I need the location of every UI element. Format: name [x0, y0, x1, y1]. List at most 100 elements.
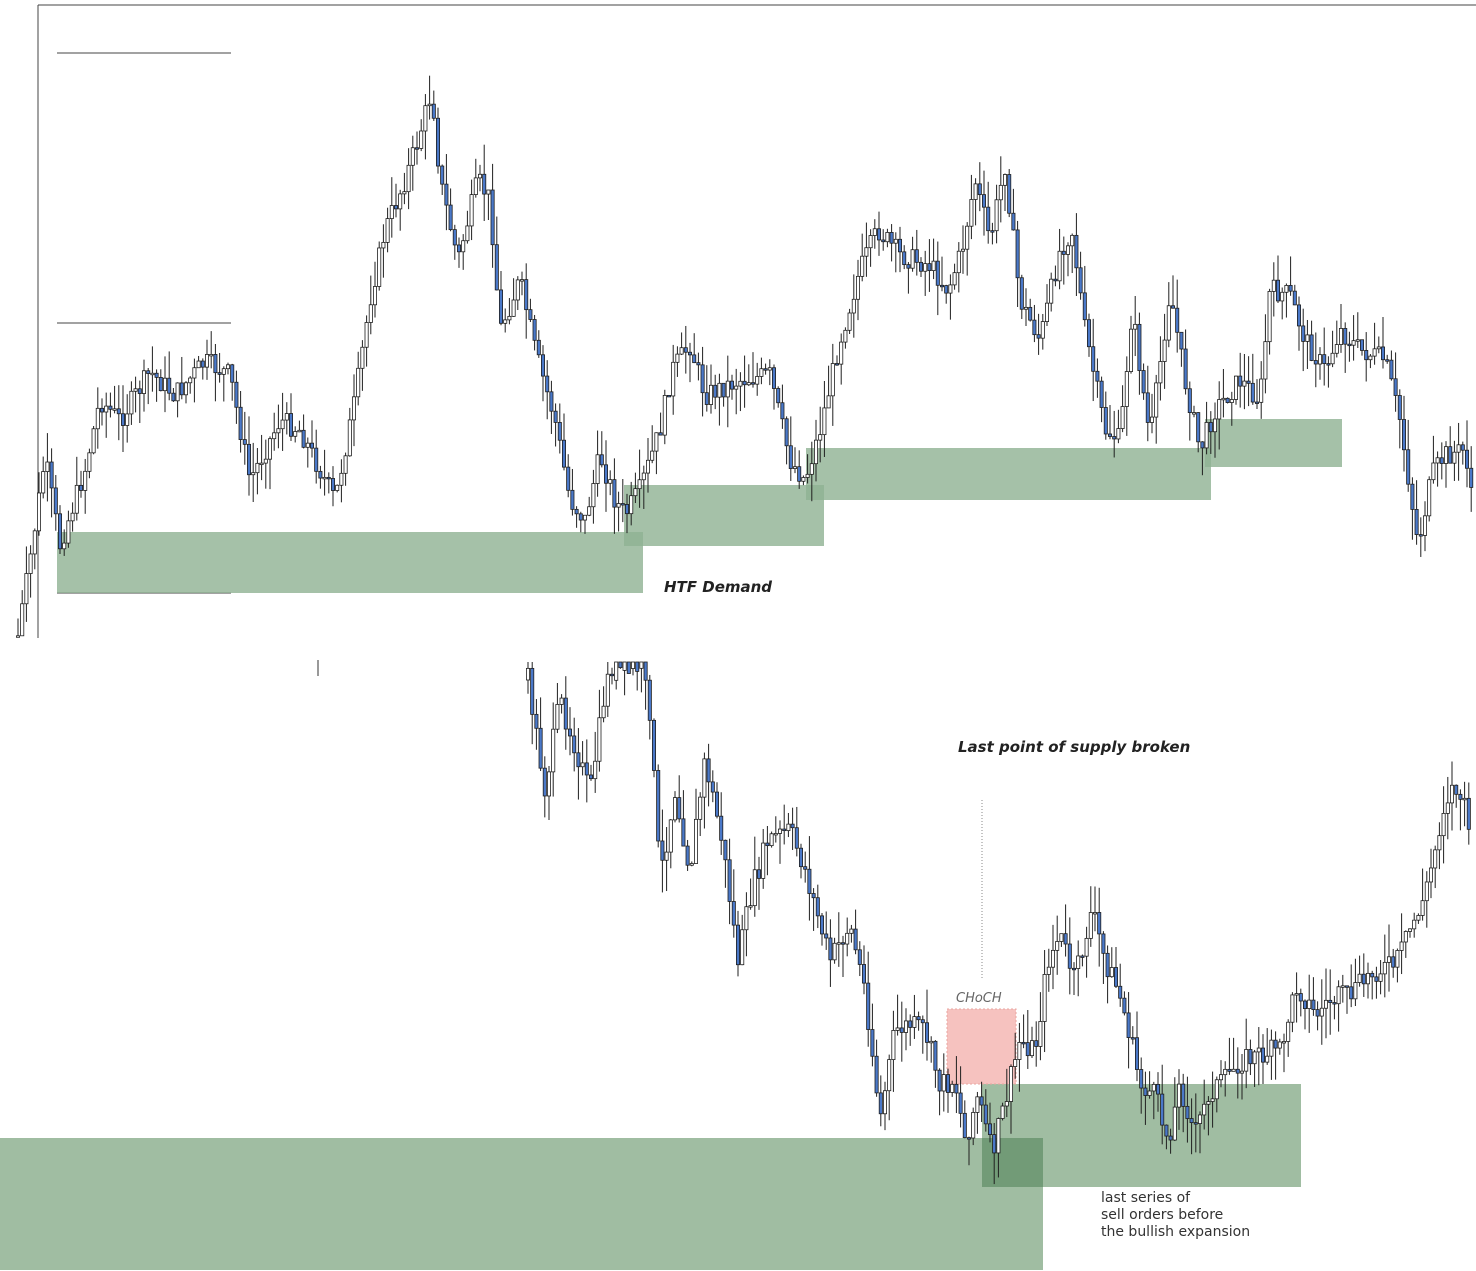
bullish-candle [1129, 328, 1134, 372]
bearish-candle [414, 147, 419, 150]
bearish-candle [1292, 290, 1297, 306]
bearish-candle [811, 893, 816, 899]
bullish-candle [15, 635, 20, 638]
bearish-candle [1143, 1087, 1148, 1096]
bullish-candle [360, 346, 365, 369]
bullish-candle [1040, 321, 1045, 339]
bearish-candle [925, 1022, 930, 1043]
bullish-candle [1267, 291, 1272, 343]
bearish-candle [1250, 382, 1255, 403]
bearish-candle [1181, 1083, 1186, 1107]
bullish-candle [1305, 334, 1310, 342]
bearish-candle [656, 770, 661, 842]
bearish-candle [1391, 956, 1396, 968]
bearish-candle [1370, 972, 1375, 978]
bullish-candle [1150, 416, 1155, 423]
bearish-candle [1381, 346, 1386, 361]
bearish-candle [1053, 278, 1058, 282]
bullish-candle [1252, 1051, 1257, 1065]
bearish-candle [1303, 1000, 1308, 1009]
bullish-candle [1055, 941, 1060, 951]
bearish-candle [1082, 292, 1087, 321]
bullish-candle [461, 240, 466, 253]
bearish-candle [803, 866, 808, 870]
bullish-candle [941, 1074, 946, 1092]
bullish-candle [740, 929, 745, 966]
bullish-candle [948, 284, 953, 294]
bullish-candle [520, 279, 525, 282]
bullish-candle [1319, 1007, 1324, 1017]
bearish-candle [794, 827, 799, 849]
bullish-candle [368, 304, 373, 323]
bullish-candle [860, 255, 865, 277]
bullish-candle [204, 354, 209, 368]
bullish-candle [654, 432, 659, 452]
bearish-candle [1448, 446, 1453, 464]
bearish-candle [452, 229, 457, 246]
bullish-candle [805, 473, 810, 478]
bullish-candle [1240, 1070, 1245, 1074]
bullish-candle [965, 225, 970, 250]
bullish-candle [1147, 1090, 1152, 1096]
bearish-candle [541, 354, 546, 377]
bearish-candle [1114, 967, 1119, 987]
bearish-candle [983, 1104, 988, 1125]
bullish-candle [297, 429, 302, 433]
bullish-candle [1269, 1039, 1274, 1057]
bearish-candle [1196, 412, 1201, 443]
bullish-candle [1456, 444, 1461, 453]
bearish-candle [736, 924, 741, 966]
bullish-candle [259, 462, 264, 466]
bullish-candle [1420, 900, 1425, 916]
bearish-candle [1315, 1009, 1320, 1017]
bullish-candle [410, 147, 415, 166]
bearish-candle [431, 103, 436, 119]
bearish-candle [1078, 267, 1083, 294]
bullish-candle [515, 279, 520, 301]
bearish-candle [1326, 363, 1331, 366]
bearish-candle [530, 667, 535, 715]
demand-zone-3 [806, 448, 1211, 500]
bearish-candle [238, 406, 243, 440]
bearish-candle [765, 842, 770, 847]
bullish-candle [28, 553, 33, 574]
bullish-candle [1046, 966, 1051, 975]
bearish-candle [685, 845, 690, 866]
bullish-candle [801, 477, 806, 482]
bearish-candle [528, 309, 533, 320]
bullish-candle [1336, 986, 1341, 1005]
bearish-candle [1032, 319, 1037, 336]
bearish-candle [1345, 985, 1350, 988]
bullish-candle [469, 194, 474, 227]
bearish-candle [1374, 976, 1379, 982]
bearish-candle [776, 388, 781, 404]
bullish-candle [1284, 285, 1289, 293]
bearish-candle [1061, 250, 1066, 255]
bearish-candle [881, 239, 886, 243]
bullish-candle [507, 315, 512, 321]
bullish-candle [1334, 344, 1339, 354]
bearish-candle [1313, 360, 1318, 365]
bearish-candle [326, 476, 331, 480]
bearish-candle [456, 244, 461, 253]
bearish-candle [589, 774, 594, 780]
bullish-candle [70, 512, 75, 522]
bullish-candle [1437, 835, 1442, 851]
bullish-candle [868, 235, 873, 249]
bearish-candle [683, 347, 688, 353]
bearish-candle [532, 319, 537, 341]
bullish-candle [767, 367, 772, 371]
bearish-candle [620, 503, 625, 506]
bullish-candle [593, 760, 598, 780]
bullish-candle [141, 370, 146, 394]
bullish-candle [583, 514, 588, 521]
bearish-candle [1322, 354, 1327, 364]
bearish-candle [700, 364, 705, 394]
bullish-candle [356, 367, 361, 398]
bullish-candle [551, 728, 556, 773]
bearish-candle [877, 228, 882, 241]
bullish-candle [221, 368, 226, 375]
bearish-candle [647, 679, 652, 721]
bearish-candle [874, 1055, 879, 1094]
bullish-candle [872, 228, 877, 236]
